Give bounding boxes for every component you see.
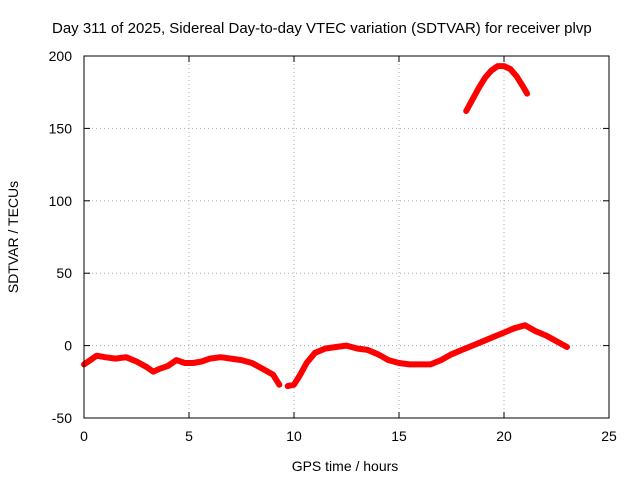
plot-frame <box>83 55 610 419</box>
x-tick-label: 5 <box>185 428 193 444</box>
x-tick-label: 20 <box>496 428 512 444</box>
x-tick-label: 0 <box>80 428 88 444</box>
y-axis-label: SDTVAR / TECUs <box>5 181 21 293</box>
x-tick-label: 10 <box>286 428 302 444</box>
x-tick-label: 15 <box>391 428 407 444</box>
y-tick-label: -50 <box>52 410 72 426</box>
axis-ticks: 0 5 10 15 20 25 -50 0 50 100 150 200 <box>49 48 617 444</box>
chart-title: Day 311 of 2025, Sidereal Day-to-day VTE… <box>52 20 592 37</box>
x-axis-label: GPS time / hours <box>292 458 399 474</box>
grid-lines <box>84 56 609 418</box>
y-tick-label: 50 <box>56 265 72 281</box>
series-line <box>463 63 531 114</box>
y-tick-label: 200 <box>49 48 73 64</box>
x-tick-label: 25 <box>601 428 617 444</box>
series-line <box>284 322 570 390</box>
series-line <box>81 352 283 388</box>
y-tick-label: 100 <box>49 193 73 209</box>
y-tick-label: 0 <box>64 338 72 354</box>
y-tick-label: 150 <box>49 120 73 136</box>
series-layer <box>81 63 570 390</box>
